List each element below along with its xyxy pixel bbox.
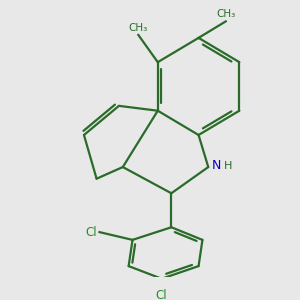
- Text: CH₃: CH₃: [216, 9, 236, 19]
- Text: N: N: [212, 159, 221, 172]
- Text: Cl: Cl: [85, 226, 97, 238]
- Text: CH₃: CH₃: [129, 22, 148, 33]
- Text: H: H: [224, 161, 233, 171]
- Text: Cl: Cl: [156, 289, 167, 300]
